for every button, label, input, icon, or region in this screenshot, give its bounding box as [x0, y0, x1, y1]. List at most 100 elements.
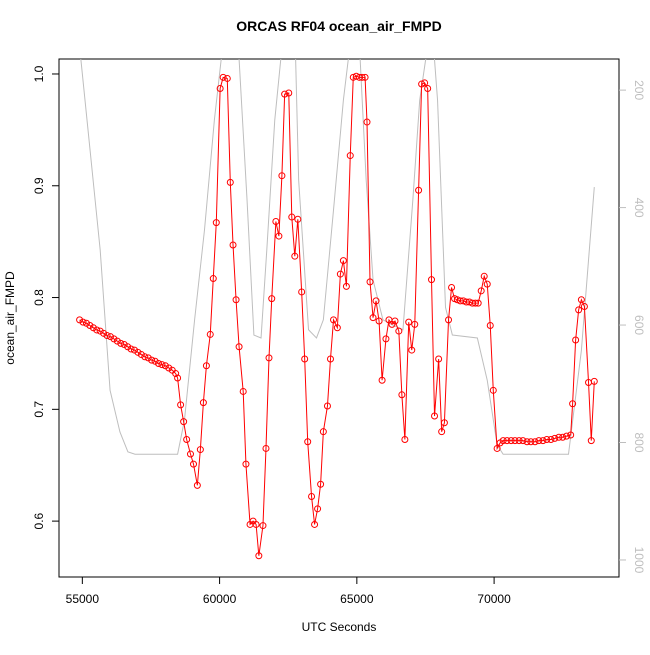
data-point [577, 296, 585, 304]
data-point [272, 218, 280, 226]
data-point [190, 460, 198, 468]
data-point [155, 359, 163, 367]
data-point [117, 339, 125, 347]
data-point [226, 178, 234, 186]
data-point [86, 321, 94, 329]
data-point [507, 437, 515, 445]
data-point [448, 283, 456, 291]
data-point [288, 213, 296, 221]
data-point [336, 270, 344, 278]
data-point [326, 355, 334, 363]
data-point [339, 257, 347, 265]
data-point [239, 387, 247, 395]
data-point [511, 437, 519, 445]
data-point [177, 401, 185, 409]
data-point [480, 272, 488, 280]
x-tick-label: 65000 [340, 592, 374, 606]
data-point [382, 335, 390, 343]
data-point [199, 399, 207, 407]
data-point [100, 329, 108, 337]
data-point [415, 186, 423, 194]
data-point [408, 346, 416, 354]
data-point [242, 460, 250, 468]
data-point [219, 73, 227, 81]
data-point [314, 505, 322, 513]
data-point [89, 324, 97, 332]
data-point [216, 85, 224, 93]
data-point [206, 330, 214, 338]
data-point [291, 252, 299, 260]
data-point [278, 172, 286, 180]
data-point [555, 433, 563, 441]
data-point [543, 436, 551, 444]
data-point [82, 319, 90, 327]
data-point [519, 437, 527, 445]
data-point [547, 436, 555, 444]
data-point [369, 314, 377, 322]
data-point [294, 215, 302, 223]
data-point [531, 438, 539, 446]
data-point [301, 355, 309, 363]
data-point [196, 446, 204, 454]
data-point [493, 444, 501, 452]
data-point [172, 370, 180, 378]
data-point [308, 493, 316, 501]
data-point [202, 362, 210, 370]
data-point [186, 450, 194, 458]
data-point [431, 412, 439, 420]
data-point [391, 317, 399, 325]
data-point [106, 333, 114, 341]
data-point [79, 318, 87, 326]
data-point [483, 280, 491, 288]
data-point [180, 418, 188, 426]
data-point [275, 232, 283, 240]
data-point [363, 118, 371, 126]
data-point [424, 85, 432, 93]
data-point [229, 241, 237, 249]
y-tick-label: 1.0 [32, 65, 46, 82]
data-point [165, 364, 173, 372]
y2-tick-label: 600 [632, 315, 646, 335]
x-axis-label: UTC Seconds [302, 620, 377, 634]
data-point [477, 287, 485, 295]
series-line [80, 59, 595, 455]
data-point [563, 432, 571, 440]
data-point [317, 480, 325, 488]
data-point [418, 80, 426, 88]
data-point [262, 444, 270, 452]
data-point [580, 302, 588, 310]
data-point [471, 299, 479, 307]
data-point [435, 355, 443, 363]
data-point [569, 400, 577, 408]
data-point [587, 437, 595, 445]
data-point [405, 318, 413, 326]
data-point [527, 438, 535, 446]
data-point [428, 276, 436, 284]
y-tick-label: 0.7 [32, 401, 46, 418]
data-point [120, 340, 128, 348]
x-tick-label: 70000 [477, 592, 511, 606]
data-point [323, 402, 331, 410]
data-point [304, 438, 312, 446]
data-point [235, 343, 243, 351]
data-point [137, 351, 145, 359]
data-point [130, 346, 138, 354]
data-point [298, 288, 306, 296]
data-point [401, 436, 409, 444]
chart-title: ORCAS RF04 ocean_air_FMPD [236, 18, 441, 34]
data-point [124, 343, 132, 351]
data-point [489, 386, 497, 394]
data-point [265, 354, 273, 362]
data-point [161, 362, 169, 370]
y2-tick-label: 400 [632, 198, 646, 218]
data-point [535, 437, 543, 445]
plot-frame [58, 58, 620, 578]
data-point [148, 356, 156, 364]
y2-tick-label: 1000 [632, 547, 646, 574]
data-point [445, 316, 453, 324]
data-point [503, 437, 511, 445]
data-point [311, 520, 319, 528]
data-point [93, 326, 101, 334]
